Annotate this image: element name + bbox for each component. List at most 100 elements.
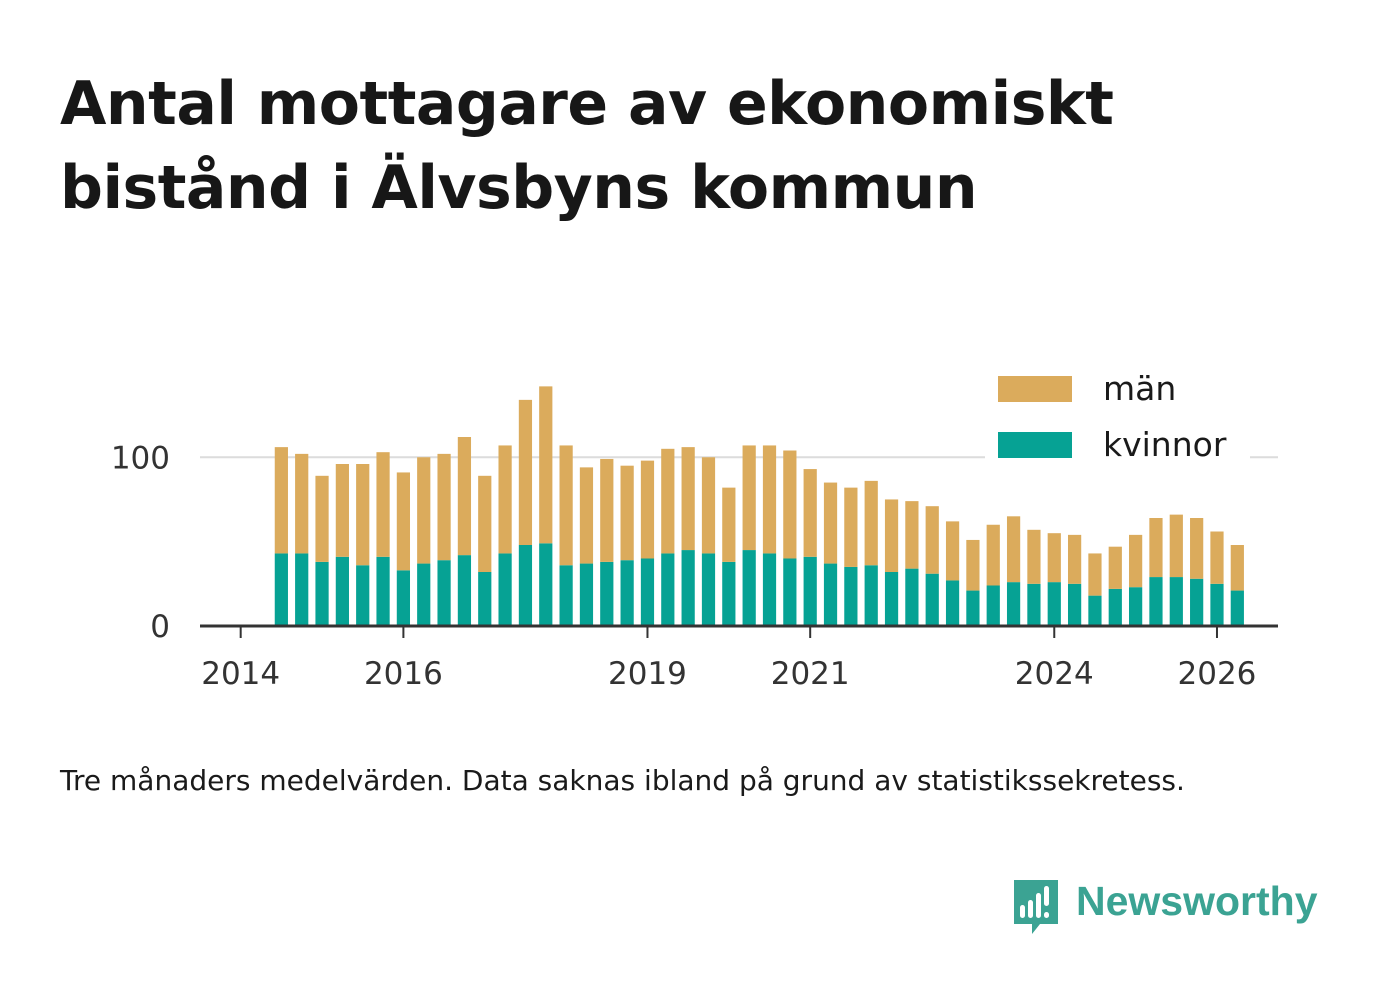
bar-kvinnor [742, 550, 756, 626]
x-tick-label: 2024 [1015, 656, 1094, 692]
x-tick-label: 2014 [201, 656, 280, 692]
bar-man [1190, 518, 1204, 579]
bar-kvinnor [986, 585, 1000, 626]
y-tick-label: 100 [111, 440, 170, 476]
bar-kvinnor [884, 572, 899, 626]
bar-kvinnor [1169, 577, 1183, 626]
bar-kvinnor [600, 561, 614, 626]
bar-kvinnor [905, 568, 919, 626]
legend: män kvinnor [985, 366, 1250, 476]
bar-man [295, 453, 309, 554]
bar-man [905, 501, 919, 569]
bar-kvinnor [1067, 583, 1082, 626]
bar-man [1129, 534, 1143, 588]
bar-kvinnor [1108, 588, 1122, 626]
bar-man [396, 472, 411, 571]
bar-kvinnor [783, 558, 797, 626]
chart-caption: Tre månaders medelvärden. Data saknas ib… [60, 764, 1185, 797]
bar-man [559, 445, 573, 566]
bar-kvinnor [681, 550, 695, 626]
axes: 0 100 2014 2016 2019 2021 2024 2026 [111, 440, 1278, 692]
legend-label: kvinnor [1103, 425, 1227, 464]
bar-man [539, 386, 553, 544]
bar-kvinnor [722, 561, 736, 626]
bar-man [783, 450, 797, 559]
brand-name: Newsworthy [1076, 878, 1318, 924]
bar-kvinnor [823, 563, 838, 626]
bar-man [1006, 516, 1021, 583]
bar-kvinnor [661, 553, 675, 626]
bar-man [478, 475, 492, 572]
bar-kvinnor [376, 556, 390, 626]
legend-item-kvinnor: kvinnor [998, 425, 1227, 464]
bar-man [864, 480, 878, 566]
bar-man [457, 437, 472, 556]
bar-man [1027, 529, 1041, 584]
bar-man [335, 464, 349, 557]
bar-kvinnor [498, 553, 512, 626]
x-tick-label: 2019 [608, 656, 687, 692]
bar-kvinnor [335, 556, 349, 626]
bar-man [640, 460, 655, 559]
bar-man [600, 458, 614, 562]
x-tick-label: 2026 [1178, 656, 1257, 692]
bar-man [1149, 518, 1163, 578]
bar-kvinnor [1027, 583, 1041, 626]
bar-kvinnor [579, 563, 594, 626]
bar-kvinnor [457, 555, 472, 626]
bar-man [315, 475, 329, 562]
bar-kvinnor [925, 573, 939, 626]
bar-kvinnor [315, 561, 329, 626]
bar-man [274, 447, 288, 554]
bar-man [986, 524, 1000, 586]
bar-kvinnor [701, 553, 716, 626]
bar-man [1210, 531, 1224, 584]
bar-man [722, 487, 736, 562]
bar-man [823, 482, 838, 564]
bar-man [579, 467, 594, 564]
bar-man [376, 452, 390, 557]
bar-kvinnor [356, 565, 370, 626]
newsworthy-logo-icon [1014, 880, 1058, 934]
bar-kvinnor [295, 553, 309, 626]
bar-man [742, 445, 756, 551]
bar-kvinnor [478, 572, 492, 626]
bar-man [803, 469, 817, 557]
bar-man [356, 464, 370, 566]
chart-title: Antal mottagare av ekonomiskt bistånd i … [60, 69, 1114, 223]
bar-man [844, 487, 858, 567]
bar-kvinnor [803, 556, 817, 626]
brand[interactable]: Newsworthy [1010, 876, 1318, 940]
bar-kvinnor [1149, 577, 1163, 626]
bar-kvinnor [640, 558, 655, 626]
bar-man [762, 445, 777, 554]
bar-man [1067, 534, 1082, 584]
bar-kvinnor [1210, 583, 1224, 626]
bar-man [681, 447, 695, 551]
legend-label: män [1103, 369, 1176, 408]
bar-man [1169, 514, 1183, 578]
bar-kvinnor [762, 553, 777, 626]
bar-kvinnor [844, 566, 858, 626]
bar-kvinnor [620, 560, 634, 626]
bar-man [1047, 533, 1061, 583]
bar-man [1108, 546, 1122, 589]
bar-man [1088, 553, 1102, 596]
bar-kvinnor [1190, 578, 1204, 626]
legend-swatch [998, 376, 1072, 402]
bar-kvinnor [864, 565, 878, 626]
bar-man [437, 453, 451, 561]
bar-man [620, 465, 634, 561]
bar-man [417, 457, 431, 564]
bar-kvinnor [396, 570, 411, 626]
bar-kvinnor [1129, 587, 1143, 626]
y-tick-label: 0 [150, 609, 170, 645]
bar-kvinnor [945, 580, 960, 626]
bar-man [518, 399, 533, 545]
bar-kvinnor [437, 560, 451, 626]
bar-kvinnor [1006, 582, 1021, 626]
bar-kvinnor [518, 545, 533, 626]
legend-item-man: män [998, 369, 1176, 408]
bar-kvinnor [966, 590, 980, 626]
